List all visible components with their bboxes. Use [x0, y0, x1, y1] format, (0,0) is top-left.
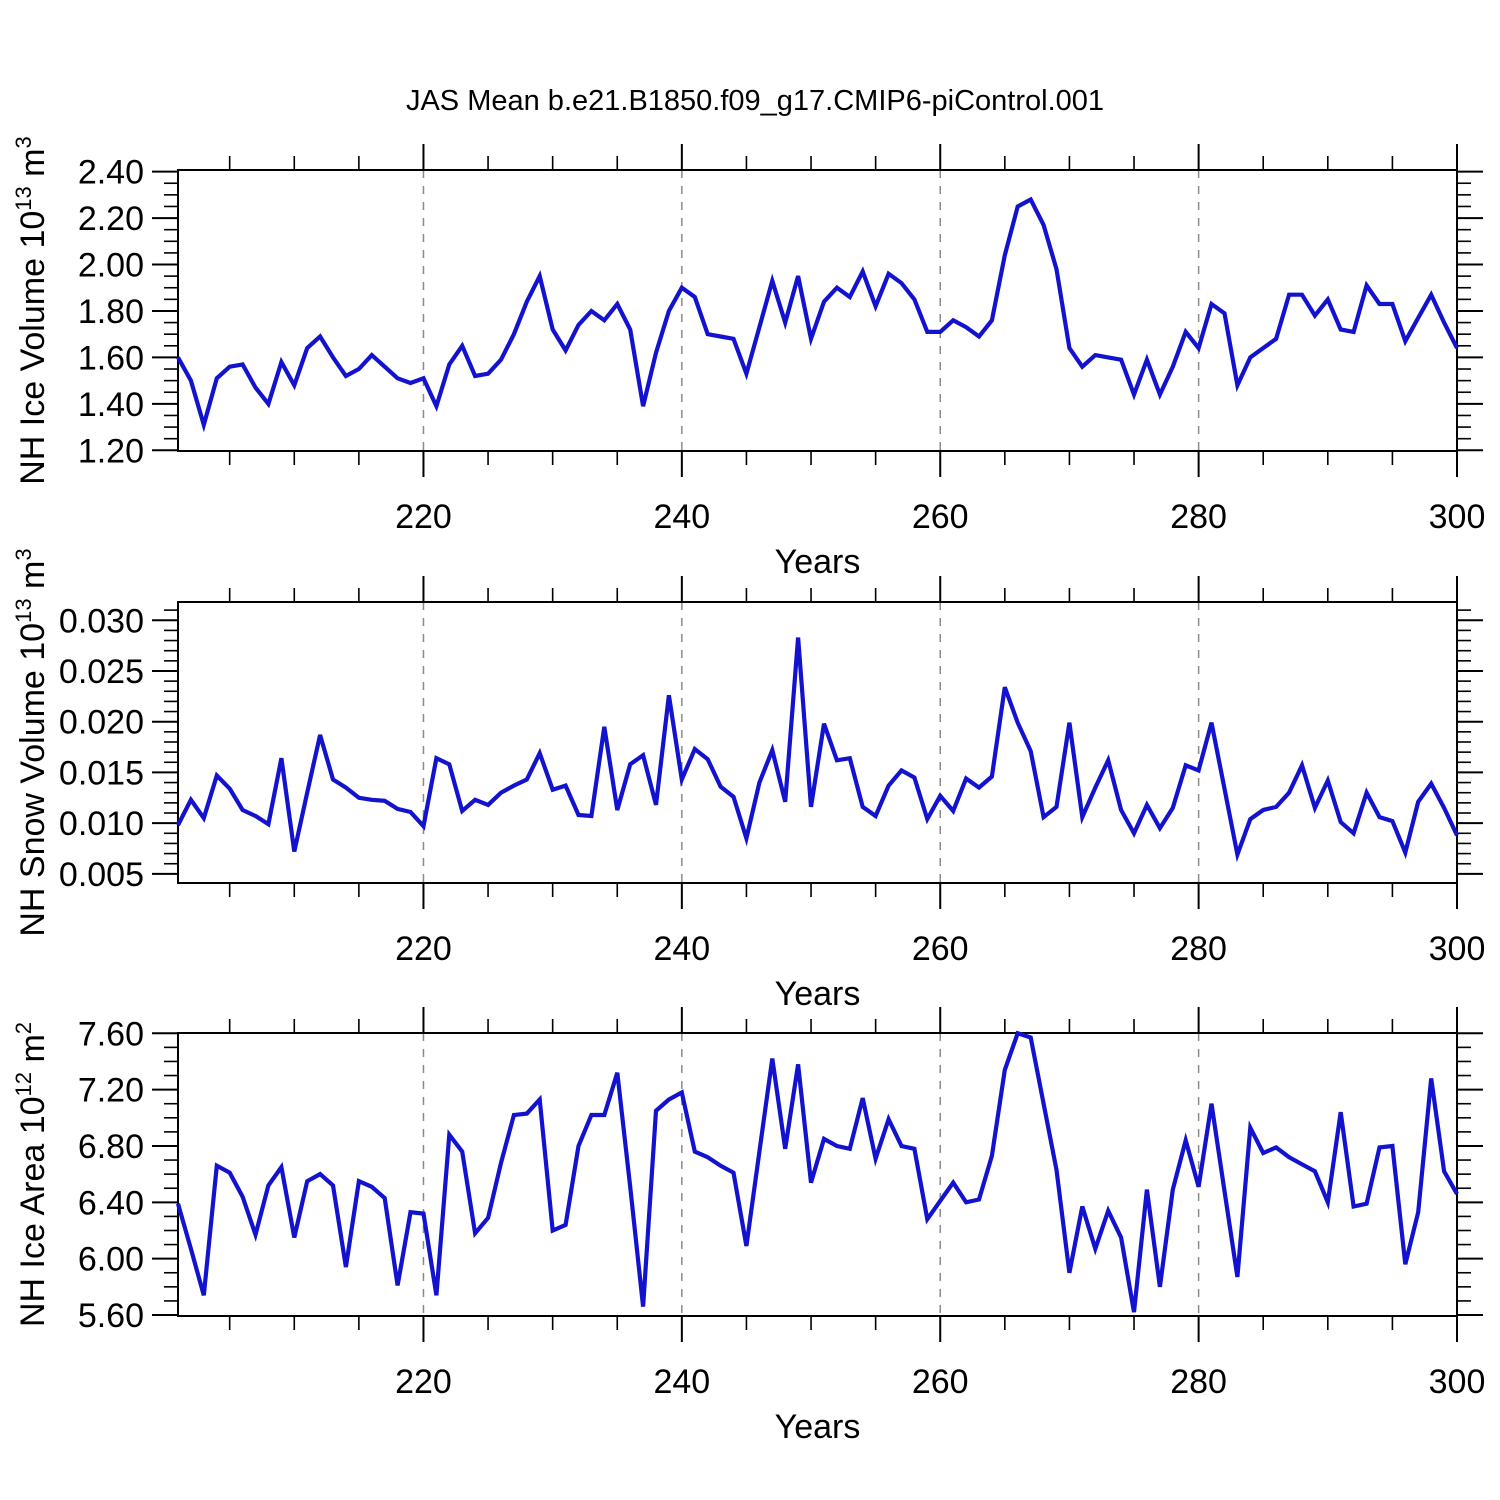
- y-tick-label: 1.80: [78, 293, 144, 331]
- y-tick-label: 0.005: [59, 856, 144, 894]
- y-tick-label: 7.60: [78, 1015, 144, 1053]
- x-axis-label: Years: [775, 975, 861, 1013]
- y-tick-label: 0.025: [59, 653, 144, 691]
- x-tick-label: 280: [1170, 498, 1227, 536]
- y-tick-label: 0.010: [59, 805, 144, 843]
- y-tick-label: 2.00: [78, 247, 144, 285]
- plot-border: [177, 601, 1458, 884]
- y-tick-label: 1.60: [78, 339, 144, 377]
- x-tick-label: 300: [1429, 1363, 1486, 1401]
- y-axis-label: NH Ice Area 1012 m2: [11, 1022, 52, 1327]
- x-tick-label: 300: [1429, 498, 1486, 536]
- y-axis-label: NH Snow Volume 1013 m3: [11, 548, 52, 936]
- plot-border: [177, 1032, 1458, 1317]
- x-tick-label: 260: [912, 930, 969, 968]
- x-axis-label: Years: [775, 1408, 861, 1446]
- x-tick-label: 240: [653, 1363, 710, 1401]
- x-axis-label: Years: [775, 543, 861, 581]
- x-tick-label: 300: [1429, 930, 1486, 968]
- y-axis-label: NH Ice Volume 1013 m3: [11, 136, 52, 485]
- y-tick-label: 0.015: [59, 754, 144, 792]
- panel-nh-ice-volume: 1.20 1.40 1.60 1.80 2.00 2.20 2.40 220 240 260 280…: [11, 136, 1485, 581]
- chart-title: JAS Mean b.e21.B1850.f09_g17.CMIP6-piCon…: [406, 85, 1104, 117]
- x-tick-label: 260: [912, 498, 969, 536]
- y-tick-label: 6.40: [78, 1184, 144, 1222]
- series-line-nh-ice-area: [175, 1030, 1459, 1313]
- x-tick-label: 240: [653, 930, 710, 968]
- y-tick-label: 2.20: [78, 200, 144, 238]
- series-line-nh-ice-volume: [176, 196, 1459, 433]
- y-tick-label: 2.40: [78, 154, 144, 192]
- y-tick-label: 1.40: [78, 386, 144, 424]
- y-tick-label: 0.030: [59, 602, 144, 640]
- y-tick-label: 5.60: [78, 1297, 144, 1335]
- y-tick-label: 6.00: [78, 1241, 144, 1279]
- y-tick-label: 1.20: [78, 432, 144, 470]
- x-tick-label: 220: [395, 1363, 452, 1401]
- panel-nh-ice-area: 5.60 6.00 6.40 6.80 7.20 7.60 220 240 260 280 300 Y…: [11, 1007, 1485, 1446]
- plot-border: [177, 169, 1458, 452]
- x-tick-label: 240: [653, 498, 710, 536]
- y-tick-label: 7.20: [78, 1072, 144, 1110]
- x-tick-label: 280: [1170, 1363, 1227, 1401]
- series-line-nh-snow-volume: [176, 637, 1459, 863]
- x-tick-label: 260: [912, 1363, 969, 1401]
- x-tick-label: 220: [395, 498, 452, 536]
- panel-nh-snow-volume: 0.005 0.010 0.015 0.020 0.025 0.030 220 240 260 2…: [11, 548, 1485, 1013]
- y-tick-label: 0.020: [59, 704, 144, 742]
- x-tick-label: 280: [1170, 930, 1227, 968]
- y-tick-label: 6.80: [78, 1128, 144, 1166]
- x-tick-label: 220: [395, 930, 452, 968]
